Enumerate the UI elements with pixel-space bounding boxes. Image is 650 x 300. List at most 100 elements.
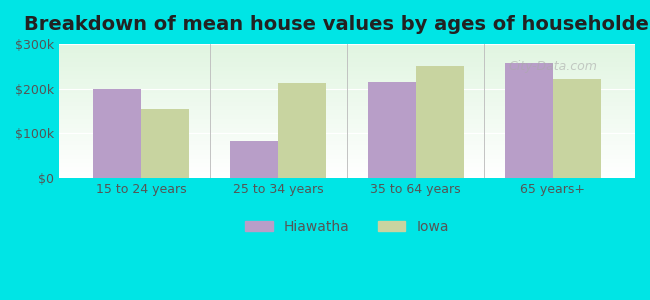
- Bar: [59, 65, 635, 66]
- Bar: [59, 165, 635, 166]
- Bar: [59, 143, 635, 144]
- Bar: [59, 116, 635, 117]
- Bar: [59, 132, 635, 133]
- Bar: [59, 171, 635, 172]
- Bar: [59, 168, 635, 169]
- Bar: [59, 149, 635, 150]
- Bar: [59, 117, 635, 118]
- Bar: [367, 82, 415, 178]
- Bar: [59, 61, 635, 62]
- Bar: [59, 84, 635, 85]
- Bar: [59, 146, 635, 147]
- Bar: [59, 131, 635, 132]
- Bar: [59, 72, 635, 73]
- Bar: [59, 70, 635, 71]
- Bar: [59, 93, 635, 94]
- Bar: [59, 58, 635, 59]
- Bar: [59, 157, 635, 158]
- Bar: [59, 120, 635, 121]
- Bar: [59, 81, 635, 82]
- Bar: [59, 87, 635, 88]
- Bar: [59, 52, 635, 53]
- Bar: [59, 119, 635, 120]
- Bar: [59, 118, 635, 119]
- Title: Breakdown of mean house values by ages of householders: Breakdown of mean house values by ages o…: [24, 15, 650, 34]
- Bar: [59, 127, 635, 128]
- Bar: [59, 153, 635, 154]
- Bar: [59, 78, 635, 79]
- Bar: [59, 75, 635, 76]
- Bar: [59, 112, 635, 113]
- Bar: [59, 150, 635, 151]
- Bar: [59, 103, 635, 104]
- Bar: [59, 49, 635, 50]
- Bar: [59, 114, 635, 115]
- Bar: [59, 85, 635, 86]
- Bar: [59, 164, 635, 165]
- Bar: [59, 106, 635, 107]
- Bar: [59, 121, 635, 122]
- Bar: [59, 162, 635, 163]
- Bar: [59, 67, 635, 68]
- Bar: [59, 51, 635, 52]
- Bar: [59, 104, 635, 105]
- Bar: [59, 115, 635, 116]
- Bar: [59, 124, 635, 125]
- Bar: [59, 126, 635, 127]
- Bar: [141, 109, 189, 178]
- Bar: [59, 45, 635, 46]
- Bar: [415, 66, 463, 178]
- Bar: [59, 48, 635, 49]
- Bar: [59, 167, 635, 168]
- Bar: [59, 76, 635, 77]
- Bar: [59, 69, 635, 70]
- Bar: [59, 110, 635, 111]
- Bar: [59, 83, 635, 84]
- Bar: [59, 152, 635, 153]
- Bar: [59, 134, 635, 135]
- Bar: [59, 90, 635, 91]
- Bar: [59, 161, 635, 162]
- Bar: [59, 59, 635, 60]
- Bar: [59, 145, 635, 146]
- Bar: [59, 129, 635, 130]
- Bar: [59, 86, 635, 87]
- Bar: [59, 154, 635, 155]
- Bar: [59, 107, 635, 108]
- Bar: [59, 174, 635, 175]
- Bar: [59, 50, 635, 51]
- Bar: [59, 155, 635, 156]
- Bar: [59, 111, 635, 112]
- Bar: [59, 88, 635, 89]
- Bar: [59, 172, 635, 173]
- Bar: [59, 54, 635, 55]
- Bar: [59, 177, 635, 178]
- Bar: [59, 130, 635, 131]
- Bar: [59, 169, 635, 170]
- Bar: [59, 55, 635, 56]
- Bar: [59, 46, 635, 47]
- Bar: [59, 97, 635, 98]
- Bar: [59, 160, 635, 161]
- Bar: [59, 158, 635, 159]
- Bar: [59, 147, 635, 148]
- Bar: [59, 118, 635, 119]
- Bar: [59, 66, 635, 67]
- Bar: [59, 151, 635, 152]
- Bar: [59, 123, 635, 124]
- Bar: [59, 64, 635, 65]
- Bar: [59, 142, 635, 143]
- Bar: [552, 79, 601, 178]
- Bar: [59, 128, 635, 129]
- Bar: [59, 60, 635, 61]
- Bar: [59, 109, 635, 110]
- Bar: [59, 108, 635, 109]
- Bar: [59, 113, 635, 114]
- Bar: [59, 163, 635, 164]
- Bar: [59, 135, 635, 136]
- Bar: [59, 68, 635, 69]
- Bar: [59, 125, 635, 126]
- Bar: [59, 100, 635, 101]
- Bar: [59, 99, 635, 100]
- Bar: [59, 148, 635, 149]
